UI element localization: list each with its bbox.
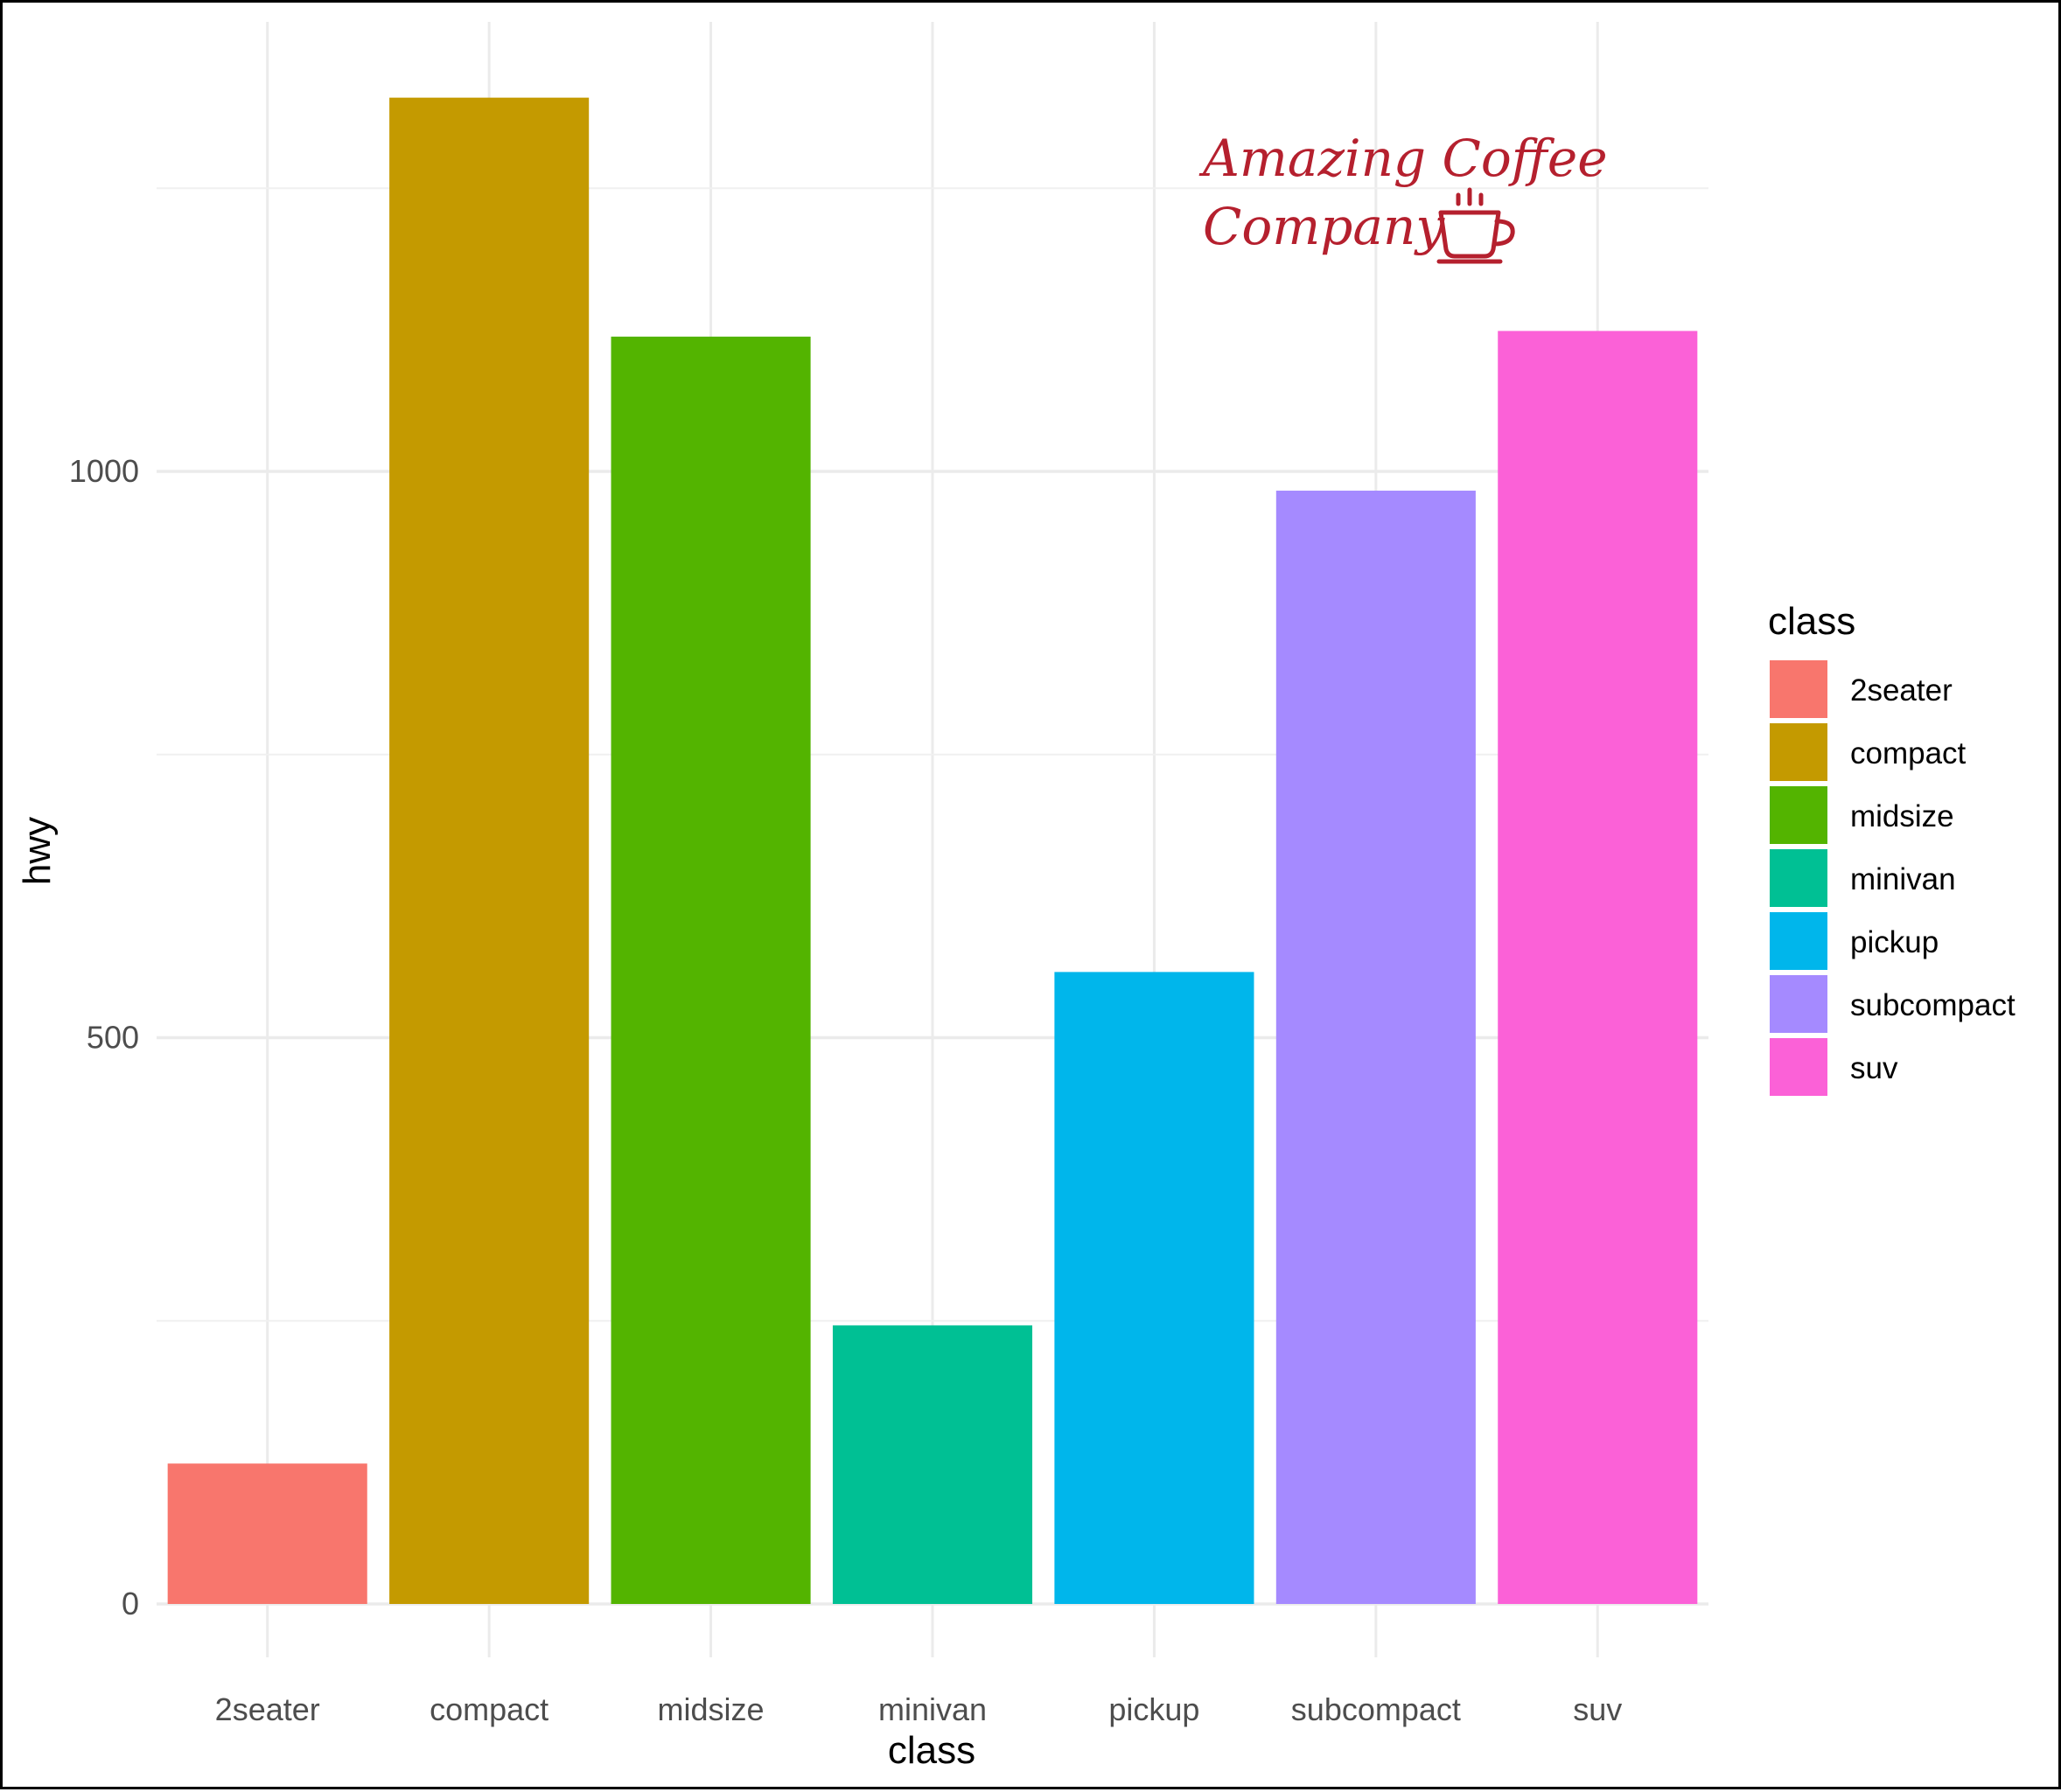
- bar-2seater: [167, 1463, 367, 1604]
- bar-pickup: [1054, 972, 1254, 1604]
- legend-title: class: [1768, 600, 1855, 643]
- legend-label: subcompact: [1850, 988, 2016, 1022]
- x-tick-label: midsize: [658, 1691, 765, 1727]
- bar-subcompact: [1275, 491, 1476, 1604]
- logo-line-1: Amazing Coffee: [1198, 129, 1608, 188]
- bar-chart: 0 500 1000 2seater compact midsize minivan pic…: [16, 22, 2016, 1772]
- bar-suv: [1498, 331, 1698, 1604]
- logo-line-2: Company: [1203, 197, 1445, 256]
- y-tick-label: 500: [87, 1020, 139, 1056]
- legend-key-midsize: [1770, 786, 1827, 844]
- legend-key-2seater: [1770, 660, 1827, 718]
- y-axis-ticks: 0 500 1000: [69, 453, 139, 1621]
- legend-key-pickup: [1770, 912, 1827, 970]
- x-axis-ticks: 2seater compact midsize minivan pickup subcom…: [215, 1691, 1623, 1727]
- x-axis-title: class: [888, 1729, 975, 1772]
- legend-key-suv: [1770, 1038, 1827, 1096]
- bar-compact: [389, 97, 590, 1604]
- bar-minivan: [832, 1325, 1033, 1604]
- coffee-cup-icon: [1436, 187, 1515, 264]
- legend-label: minivan: [1850, 862, 1956, 896]
- legend-key-subcompact: [1770, 975, 1827, 1033]
- bar-midsize: [611, 336, 811, 1604]
- x-tick-label: 2seater: [215, 1691, 320, 1727]
- legend: class 2seater compact midsize minivan pickup…: [1768, 600, 2016, 1096]
- legend-label: pickup: [1850, 925, 1939, 959]
- legend-label: midsize: [1850, 799, 1954, 833]
- y-axis-title: hwy: [16, 817, 59, 885]
- x-tick-label: subcompact: [1291, 1691, 1461, 1727]
- x-tick-label: minivan: [878, 1691, 987, 1727]
- y-tick-label: 1000: [69, 453, 139, 489]
- x-tick-label: suv: [1573, 1691, 1622, 1727]
- legend-label: compact: [1850, 736, 1967, 770]
- bars: [167, 97, 1698, 1604]
- x-tick-label: pickup: [1108, 1691, 1199, 1727]
- legend-key-minivan: [1770, 849, 1827, 907]
- y-tick-label: 0: [122, 1586, 139, 1621]
- company-logo: Amazing Coffee Company: [1198, 129, 1608, 264]
- legend-label: 2seater: [1850, 673, 1953, 708]
- legend-label: suv: [1850, 1051, 1898, 1085]
- x-tick-label: compact: [430, 1691, 548, 1727]
- legend-key-compact: [1770, 723, 1827, 781]
